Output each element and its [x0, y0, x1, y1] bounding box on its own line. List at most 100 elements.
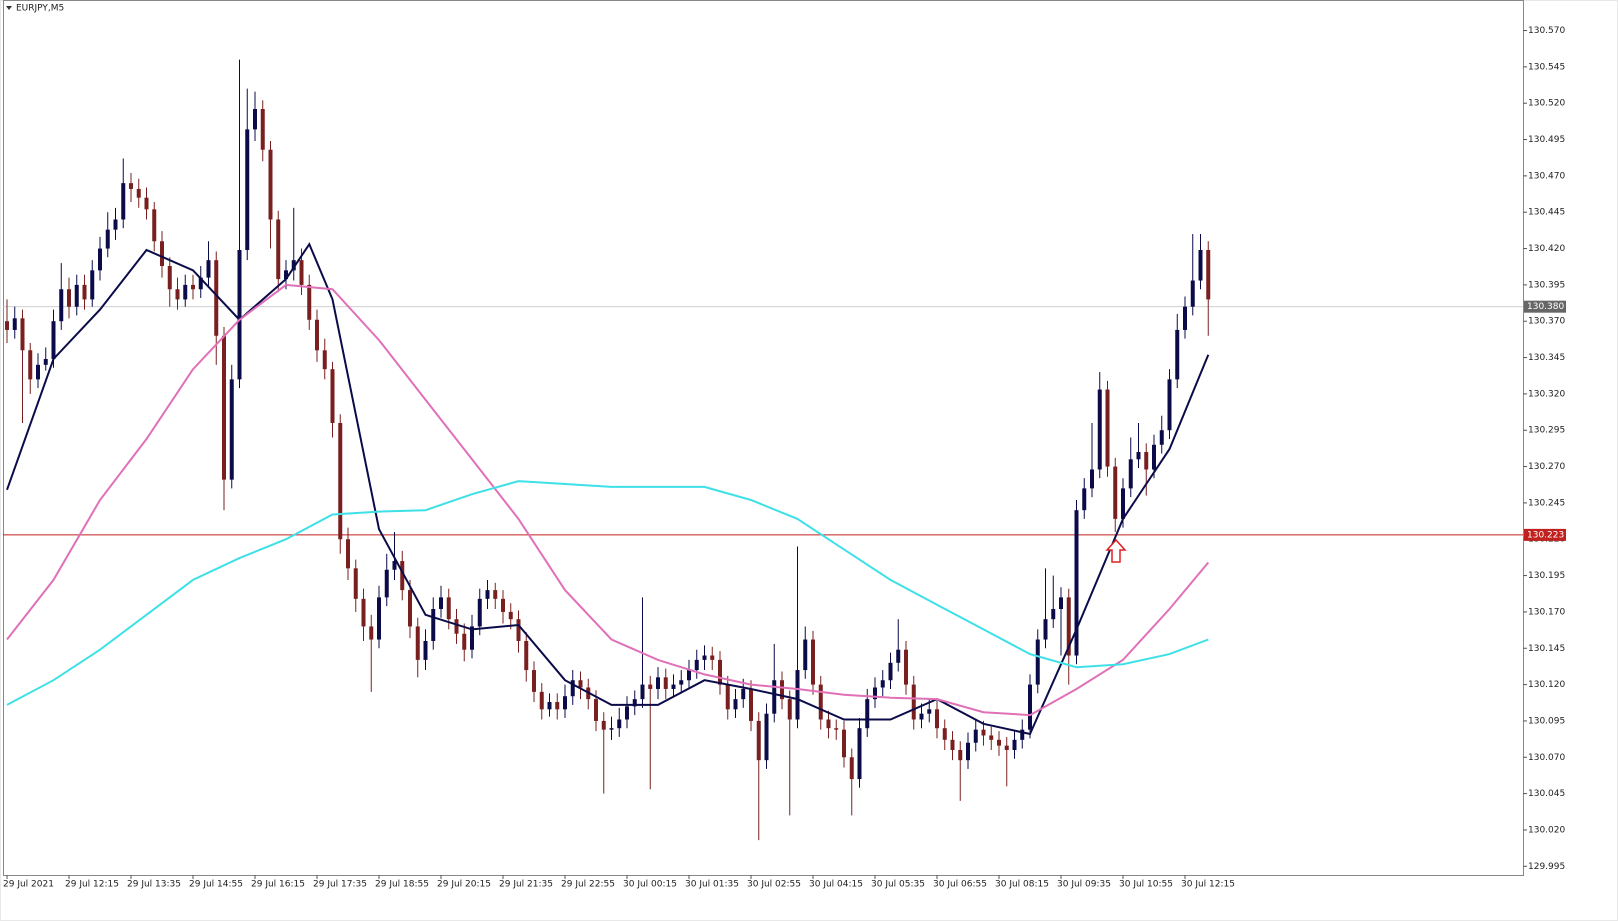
candle-body [609, 728, 614, 730]
candle-body [958, 750, 963, 761]
x-tick-label: 30 Jul 10:55 [1119, 880, 1173, 890]
candle-body [981, 729, 986, 736]
candle-body [1074, 510, 1079, 656]
candle-body [1082, 488, 1087, 511]
candle-body [888, 662, 893, 681]
candle-body [749, 688, 753, 721]
candle-body [524, 640, 529, 671]
candle-body [268, 149, 273, 220]
price-label-box [1524, 300, 1566, 313]
candle-body [1105, 389, 1110, 467]
x-tick-label: 29 Jul 18:55 [375, 880, 429, 890]
candle-body [795, 670, 800, 720]
candle-body [865, 699, 870, 729]
y-tick-label: 130.095 [1528, 716, 1565, 726]
candle-body [733, 699, 738, 710]
candle-body [919, 713, 924, 720]
x-tick-label: 30 Jul 00:15 [623, 880, 677, 890]
candle-body [601, 720, 606, 730]
candle-body [160, 241, 164, 266]
candle-body [105, 229, 110, 249]
candle-body [904, 649, 908, 685]
candle-body [1090, 469, 1094, 489]
y-tick-label: 130.495 [1528, 135, 1565, 145]
candle-body [1113, 466, 1118, 519]
candle-body [632, 699, 637, 707]
candle-body [183, 284, 188, 300]
candle-body [477, 598, 482, 627]
y-tick-label: 130.545 [1528, 62, 1565, 72]
candle-body [175, 289, 180, 300]
x-tick-label: 30 Jul 08:15 [995, 880, 1049, 890]
candle-body [617, 719, 622, 729]
x-tick-label: 29 Jul 16:15 [251, 880, 305, 890]
candle-body [818, 684, 823, 720]
moving-average [6, 242, 1210, 736]
candle-body [470, 626, 474, 650]
candle-body [671, 684, 676, 689]
x-tick-label: 30 Jul 04:15 [809, 880, 863, 890]
candle-body [20, 318, 25, 351]
y-tick-label: 130.395 [1528, 280, 1565, 290]
x-tick-label: 29 Jul 22:55 [561, 880, 615, 890]
candle-body [756, 720, 761, 761]
candle-body [307, 284, 312, 320]
candle-body [803, 639, 808, 671]
plot-frame [3, 0, 1524, 876]
candle-body [322, 350, 327, 370]
candle-body [392, 561, 397, 570]
x-tick-label: 29 Jul 14:55 [189, 880, 243, 890]
candle-body [710, 655, 715, 660]
candle-body [1121, 488, 1125, 519]
x-tick-label: 30 Jul 09:35 [1057, 880, 1111, 890]
candle-body [772, 680, 777, 714]
candle-body [1152, 444, 1156, 470]
y-tick-label: 130.370 [1528, 317, 1565, 327]
y-tick-label: 130.270 [1528, 462, 1565, 472]
candle-body [152, 209, 157, 242]
moving-average [6, 480, 1209, 706]
y-tick-label: 130.195 [1528, 571, 1565, 581]
candle-body [1190, 280, 1195, 307]
symbol-menu[interactable] [6, 6, 12, 10]
candle-body [253, 109, 257, 130]
candle-body [5, 321, 9, 330]
price-label: 130.223 [1527, 530, 1564, 540]
y-tick-label: 130.145 [1528, 644, 1565, 654]
candle-body [679, 680, 684, 685]
candle-body [485, 590, 490, 599]
y-tick-label: 130.345 [1528, 353, 1565, 363]
candle-body [98, 248, 102, 271]
candle-body [811, 639, 815, 685]
x-tick-label: 30 Jul 05:35 [871, 880, 925, 890]
y-tick-label: 130.170 [1528, 607, 1565, 617]
candle-body [764, 713, 769, 761]
price-label: 130.380 [1527, 302, 1564, 312]
candle-body [284, 270, 288, 280]
candle-body [1051, 609, 1056, 620]
candle-body [198, 277, 203, 290]
candle-body [1159, 430, 1164, 445]
x-tick-label: 29 Jul 20:15 [437, 880, 491, 890]
candle-body [82, 284, 87, 300]
candle-body [570, 680, 575, 697]
chart-title: EURJPY,M5 [16, 4, 64, 14]
candle-body [1004, 745, 1009, 750]
candle-body [501, 598, 505, 612]
candle-body [1183, 306, 1187, 330]
candle-body [299, 260, 304, 285]
y-tick-label: 130.295 [1528, 426, 1565, 436]
candle-body [276, 219, 281, 280]
candle-body [1059, 597, 1063, 610]
signal-arrow [1105, 538, 1127, 563]
candle-body [446, 597, 451, 620]
y-tick-label: 130.445 [1528, 208, 1565, 218]
candle-body [563, 696, 567, 710]
x-tick-label: 30 Jul 01:35 [685, 880, 739, 890]
candle-body [873, 687, 877, 700]
candle-body [129, 183, 133, 189]
candle-body [214, 260, 219, 336]
candle-body [361, 598, 366, 627]
candle-body [687, 670, 691, 681]
